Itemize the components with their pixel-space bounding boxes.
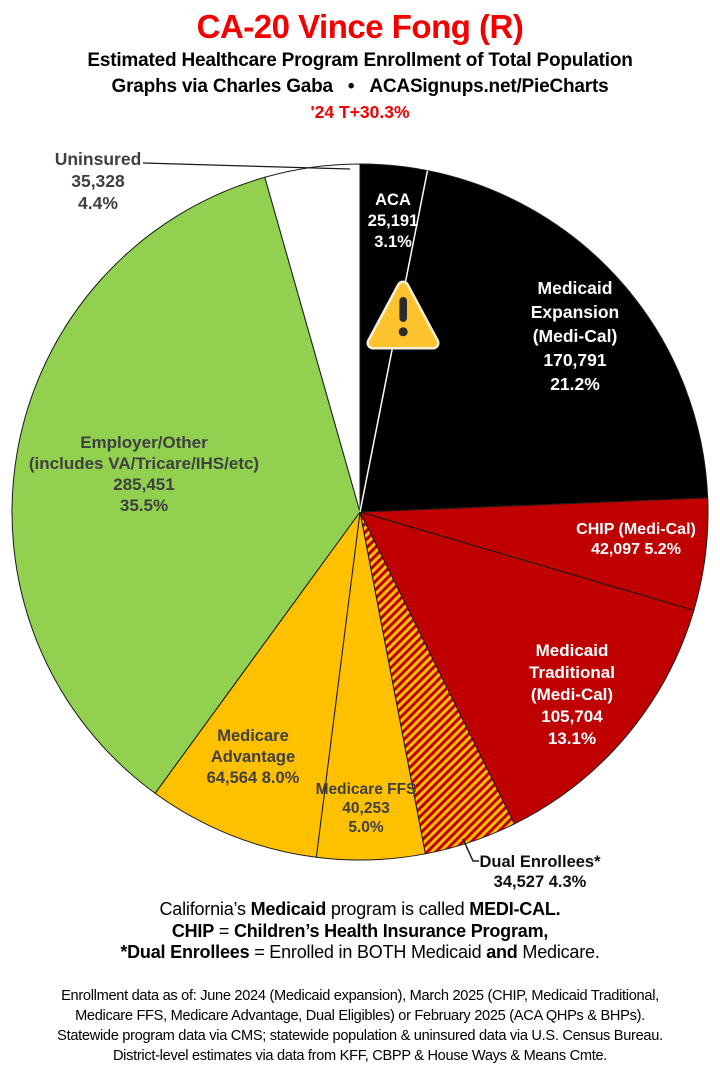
source-line: Enrollment data as of: June 2024 (Medica… — [61, 988, 659, 1004]
note-line-medical: California’s Medicaid program is called … — [159, 899, 561, 919]
note-line-dual: *Dual Enrollees = Enrolled in BOTH Medic… — [120, 942, 600, 962]
definitions-note: California’s Medicaid program is called … — [0, 899, 720, 964]
page-title: CA-20 Vince Fong (R) — [196, 8, 524, 45]
pie-slice-employer — [11, 176, 361, 794]
source-line: Statewide program data via CMS; statewid… — [57, 1028, 663, 1044]
byline-author: Graphs via Charles Gaba — [111, 76, 334, 97]
note-line-chip: CHIP = Children’s Health Insurance Progr… — [171, 920, 549, 941]
byline: Graphs via Charles Gaba • ACASignups.net/P… — [0, 76, 720, 98]
data-source-note: Enrollment data as of: June 2024 (Medica… — [0, 986, 720, 1066]
chart-subtitle: Estimated Healthcare Program Enrollment … — [87, 50, 633, 71]
election-margin-note: '24 T+30.3% — [310, 102, 410, 122]
pie-slice-medicare-advantage — [154, 511, 361, 858]
warning-triangle-icon — [366, 280, 440, 350]
byline-site: ACASignups.net/PieCharts — [369, 76, 609, 97]
source-line: Medicare FFS, Medicare Advantage, Dual E… — [75, 1008, 645, 1024]
dual-enrollees-leader-line — [462, 838, 479, 862]
uninsured-leader-line — [142, 162, 351, 170]
source-line: District-level estimates via data from K… — [112, 1048, 608, 1064]
pie-slice-medicaid-expansion — [359, 170, 709, 513]
bullet-separator: • — [347, 76, 355, 97]
pie-slice-medicaid-traditional — [359, 511, 695, 825]
